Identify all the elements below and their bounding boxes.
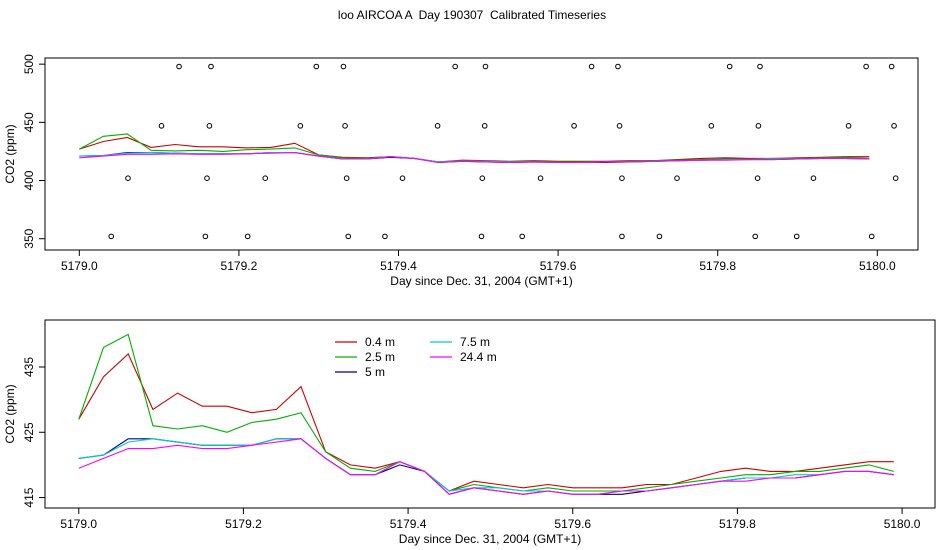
series-line (79, 136, 870, 163)
point (482, 63, 489, 70)
point (206, 123, 213, 129)
series-line (78, 333, 894, 492)
x-tick-label: 5179.4 (390, 517, 427, 531)
point (125, 175, 131, 182)
point (108, 233, 115, 240)
legend-label: 24.4 m (460, 350, 497, 364)
point (519, 233, 525, 240)
y-axis-label: CO2 (ppm) (3, 384, 17, 443)
point (313, 63, 320, 70)
x-tick-label: 5179.2 (221, 259, 258, 273)
point (202, 233, 209, 240)
point (481, 123, 488, 129)
point (537, 175, 544, 182)
point (176, 63, 182, 70)
point (863, 63, 869, 70)
point (755, 123, 762, 129)
point (616, 123, 623, 129)
chart-title: loo AIRCOA A Day 190307 Calibrated Times… (338, 8, 606, 22)
point (615, 63, 621, 70)
x-tick-label: 5179.6 (554, 517, 591, 531)
point (204, 175, 210, 182)
y-tick-label: 435 (22, 357, 36, 377)
point (382, 233, 388, 240)
point (478, 233, 485, 240)
x-tick-label: 5179.6 (540, 259, 577, 273)
plot-box (44, 319, 936, 509)
point (619, 233, 625, 240)
point (674, 175, 680, 182)
x-tick-label: 5180.0 (884, 517, 921, 531)
point (244, 233, 251, 240)
point (810, 175, 817, 182)
point (754, 175, 761, 182)
series-line (78, 352, 894, 492)
x-tick-label: 5179.0 (60, 517, 97, 531)
point (588, 63, 595, 70)
point (726, 63, 733, 70)
legend-label: 0.4 m (365, 335, 395, 349)
point (399, 175, 406, 182)
point (479, 175, 486, 182)
point (340, 63, 347, 70)
x-tick-label: 5179.0 (61, 259, 98, 273)
y-tick-label: 400 (22, 170, 36, 190)
point (434, 123, 441, 129)
x-tick-label: 5179.2 (225, 517, 262, 531)
point (892, 175, 899, 182)
series-line (79, 133, 870, 163)
point (656, 233, 663, 240)
point (868, 233, 875, 240)
y-tick-label: 415 (22, 487, 36, 507)
point (752, 233, 759, 240)
plot-box (44, 57, 919, 251)
point (708, 123, 715, 129)
series-line (78, 438, 894, 495)
point (343, 175, 350, 182)
point (452, 63, 458, 70)
point (891, 123, 897, 129)
legend-label: 7.5 m (460, 335, 490, 349)
point (342, 123, 348, 129)
point (345, 233, 352, 240)
point (208, 63, 214, 70)
point (297, 123, 304, 129)
point (571, 123, 577, 129)
x-axis-label: Day since Dec. 31, 2004 (GMT+1) (399, 532, 581, 546)
y-axis-label: CO2 (ppm) (3, 124, 17, 183)
point (262, 175, 269, 182)
legend-label: 5 m (365, 365, 385, 379)
series-line (79, 152, 870, 164)
y-tick-label: 500 (22, 54, 36, 74)
point (793, 233, 800, 240)
point (845, 123, 852, 129)
x-tick-label: 5179.4 (380, 259, 417, 273)
y-tick-label: 350 (22, 228, 36, 248)
point (619, 175, 625, 182)
point (757, 63, 763, 70)
x-axis-label: Day since Dec. 31, 2004 (GMT+1) (390, 274, 572, 288)
point (158, 123, 165, 129)
legend-label: 2.5 m (365, 350, 395, 364)
series-line (78, 438, 894, 495)
x-tick-label: 5180.0 (859, 259, 896, 273)
y-tick-label: 425 (22, 422, 36, 442)
x-tick-label: 5179.8 (699, 259, 736, 273)
x-tick-label: 5179.8 (719, 517, 756, 531)
y-tick-label: 450 (22, 112, 36, 132)
point (888, 63, 895, 70)
